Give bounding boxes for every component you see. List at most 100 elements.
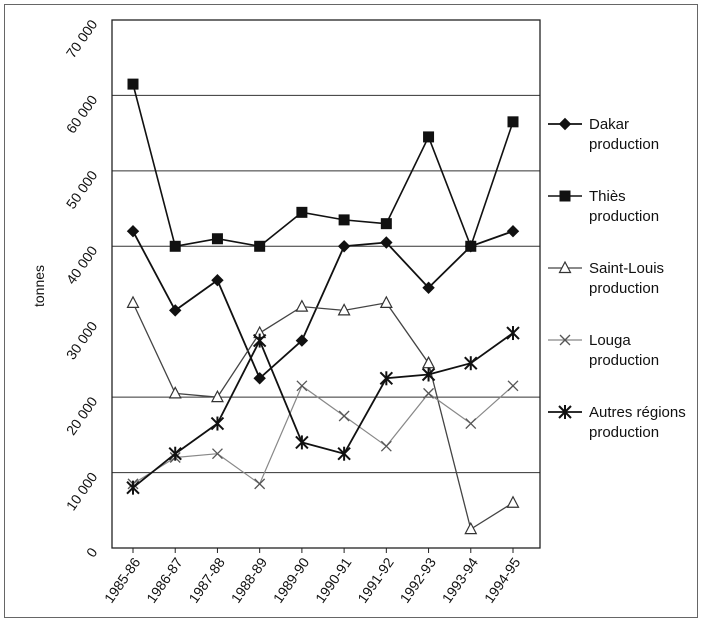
x-tick-label: 1990-91 — [312, 554, 355, 605]
legend-item: Dakar production — [548, 116, 659, 153]
series-line — [132, 384, 514, 485]
data-point-diamond — [169, 304, 182, 317]
x-marker-stroke — [380, 440, 392, 452]
y-tick-label: 70 000 — [63, 16, 101, 60]
x-tick-label: 1993-94 — [439, 554, 482, 605]
data-point-square — [296, 206, 308, 218]
legend-label: production — [589, 280, 659, 297]
data-point-triangle — [464, 521, 478, 535]
x-marker-stroke — [254, 478, 266, 490]
data-point-asterisk — [421, 367, 436, 382]
x-tick-label: 1989-90 — [270, 554, 313, 605]
data-point-triangle — [126, 295, 140, 308]
data-point-square — [507, 116, 519, 128]
data-point-x — [380, 440, 392, 452]
data-point-triangle — [337, 303, 351, 316]
legend-item: Saint-Louis production — [548, 260, 664, 297]
data-point-diamond — [337, 240, 351, 253]
data-point-asterisk — [168, 446, 182, 461]
y-tick-label: 30 000 — [63, 318, 101, 362]
data-point-triangle — [558, 260, 572, 274]
y-tick-label: 50 000 — [63, 167, 101, 211]
legend-label: Saint-Louis — [589, 260, 664, 277]
x-tick-labels: 1985-86 1986-87 1987-88 1988-89 1989-90 1990-… — [101, 554, 524, 605]
x-tick-label: 1986-87 — [143, 554, 186, 605]
series-group — [126, 78, 520, 535]
data-point-diamond — [422, 281, 435, 294]
x-tick-label: 1985-86 — [101, 554, 144, 605]
data-point-x — [507, 380, 519, 392]
x-marker-stroke — [507, 380, 519, 392]
y-tick-label: 10 000 — [63, 469, 101, 513]
data-point-asterisk — [558, 405, 572, 419]
data-point-triangle — [379, 295, 393, 308]
x-marker-stroke — [465, 418, 477, 430]
series-line — [132, 230, 514, 380]
legend-label: Thiès — [589, 188, 626, 205]
data-point-x — [296, 380, 308, 392]
x-marker-stroke — [423, 387, 435, 399]
data-point-x — [338, 410, 350, 422]
data-point-asterisk — [295, 435, 309, 450]
data-point-asterisk — [337, 446, 351, 461]
x-tick-label: 1987-88 — [185, 554, 228, 605]
legend-label: production — [589, 208, 659, 225]
x-tick-label: 1991-92 — [354, 554, 397, 605]
x-tick-label: 1994-95 — [481, 554, 524, 605]
y-tick-label: 20 000 — [63, 394, 101, 438]
legend-label: production — [589, 424, 659, 441]
y-tick-labels: 0 10 000 20 000 30 000 40 000 50 000 60 000 70 … — [63, 16, 101, 560]
data-point-x — [559, 334, 571, 346]
data-point-diamond — [211, 274, 224, 287]
legend-item: Autres régions production — [548, 404, 686, 441]
legend: DakarproductionThièsproductionSaint-Loui… — [548, 116, 686, 441]
data-point-x — [465, 418, 477, 430]
plot-area-border — [111, 19, 541, 549]
data-point-diamond — [253, 372, 266, 385]
data-point-square — [559, 190, 571, 202]
data-point-square — [423, 131, 435, 143]
data-point-triangle — [210, 389, 224, 403]
data-point-triangle — [295, 299, 309, 312]
data-point-asterisk — [126, 480, 140, 495]
data-point-asterisk — [210, 416, 225, 431]
axes — [111, 19, 541, 553]
data-point-square — [465, 240, 477, 252]
series-1 — [127, 78, 519, 252]
y-tick-label: 60 000 — [63, 92, 101, 136]
data-point-square — [211, 233, 223, 245]
data-point-square — [338, 214, 350, 226]
data-point-square — [127, 78, 139, 90]
data-point-diamond — [126, 224, 140, 238]
x-tick-label: 1988-89 — [228, 554, 271, 605]
series-4 — [126, 326, 520, 495]
y-tick-label: 0 — [83, 544, 101, 560]
data-point-asterisk — [379, 371, 394, 386]
figure-frame — [4, 4, 698, 618]
x-marker-stroke — [559, 334, 571, 346]
series-line — [132, 302, 514, 531]
x-marker-stroke — [296, 380, 308, 392]
data-point-diamond — [380, 236, 393, 249]
data-point-diamond — [506, 224, 520, 238]
series-line — [132, 83, 514, 249]
legend-label: production — [589, 136, 659, 153]
data-point-square — [380, 218, 392, 230]
data-point-square — [169, 240, 181, 252]
x-marker-stroke — [211, 448, 223, 460]
data-point-diamond — [295, 334, 309, 347]
x-marker-stroke — [338, 410, 350, 422]
legend-label: Dakar — [589, 116, 629, 133]
series-line — [132, 332, 514, 489]
data-point-diamond — [558, 117, 572, 131]
data-point-triangle — [168, 386, 182, 399]
y-tick-label: 40 000 — [63, 243, 101, 287]
series-0 — [126, 224, 520, 385]
data-point-asterisk — [506, 326, 520, 341]
legend-label: Louga — [589, 332, 631, 349]
data-point-x — [211, 448, 223, 460]
data-point-asterisk — [252, 333, 267, 348]
data-point-asterisk — [464, 356, 478, 371]
legend-label: production — [589, 352, 659, 369]
